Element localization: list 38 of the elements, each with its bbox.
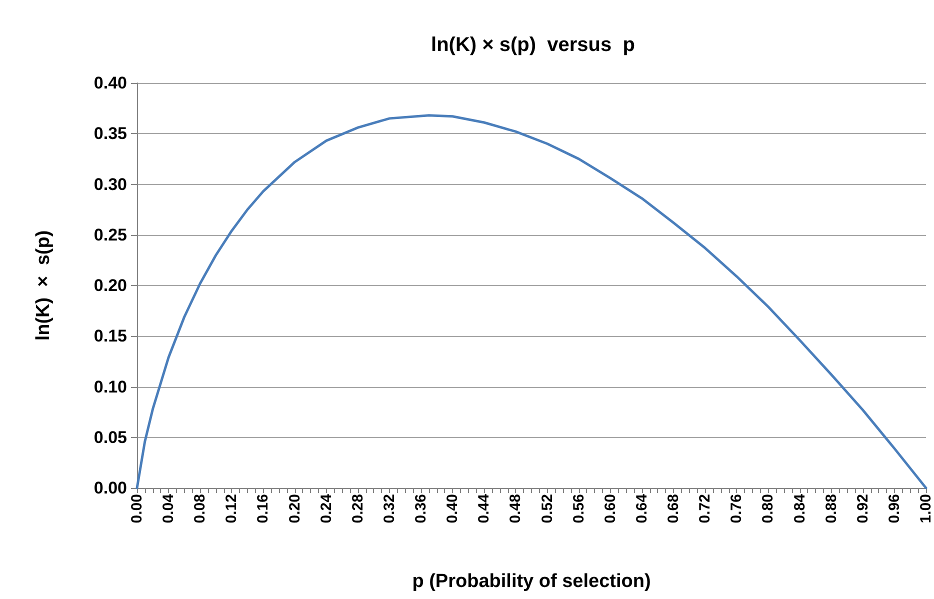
x-tick-label: 0.36 bbox=[412, 494, 430, 524]
y-tick-label: 0.35 bbox=[94, 124, 127, 144]
x-tick-label: 0.40 bbox=[444, 494, 462, 524]
x-axis-title: p (Probability of selection) bbox=[412, 571, 651, 592]
x-tick-label: 0.80 bbox=[760, 494, 777, 524]
x-tick-label: 0.08 bbox=[192, 494, 209, 524]
x-tick-label: 0.88 bbox=[822, 494, 840, 524]
x-tick-label: 0.92 bbox=[854, 494, 872, 524]
chart-title: ln(K) × s(p) versus p bbox=[431, 34, 635, 56]
x-tick-label: 0.16 bbox=[254, 494, 272, 524]
x-tick-label: 0.24 bbox=[318, 493, 335, 524]
x-tick-label: 0.76 bbox=[728, 494, 746, 524]
y-tick-label: 0.10 bbox=[94, 377, 127, 396]
y-tick-label: 0.15 bbox=[94, 326, 127, 346]
x-tick-label: 0.04 bbox=[160, 493, 178, 524]
x-tick-label: 0.44 bbox=[476, 493, 493, 524]
y-axis-title: ln(K) × s(p) bbox=[33, 230, 54, 341]
y-tick-label: 0.05 bbox=[94, 428, 127, 447]
y-tick-label: 0.00 bbox=[94, 478, 127, 498]
x-tick-label: 0.48 bbox=[507, 494, 524, 524]
x-tick-label: 0.68 bbox=[665, 494, 682, 524]
x-tick-label: 0.60 bbox=[602, 494, 619, 524]
x-tick-label: 0.56 bbox=[570, 494, 588, 524]
x-tick-label: 1.00 bbox=[918, 494, 934, 524]
x-tick-label: 0.00 bbox=[128, 494, 146, 524]
x-tick-label: 0.96 bbox=[886, 494, 903, 524]
x-tick-label: 0.72 bbox=[696, 494, 714, 524]
x-tick-label: 0.28 bbox=[349, 494, 366, 524]
x-tick-label: 0.12 bbox=[223, 494, 240, 524]
y-tick-label: 0.25 bbox=[94, 225, 127, 244]
y-tick-label: 0.30 bbox=[94, 174, 127, 194]
x-tick-label: 0.84 bbox=[791, 493, 808, 524]
x-tick-label: 0.52 bbox=[538, 494, 556, 524]
y-tick-label: 0.40 bbox=[94, 74, 127, 92]
x-tick-label: 0.20 bbox=[286, 494, 304, 524]
x-tick-label: 0.32 bbox=[380, 494, 398, 524]
y-tick-label: 0.20 bbox=[94, 276, 127, 295]
x-tick-label: 0.64 bbox=[633, 493, 650, 524]
